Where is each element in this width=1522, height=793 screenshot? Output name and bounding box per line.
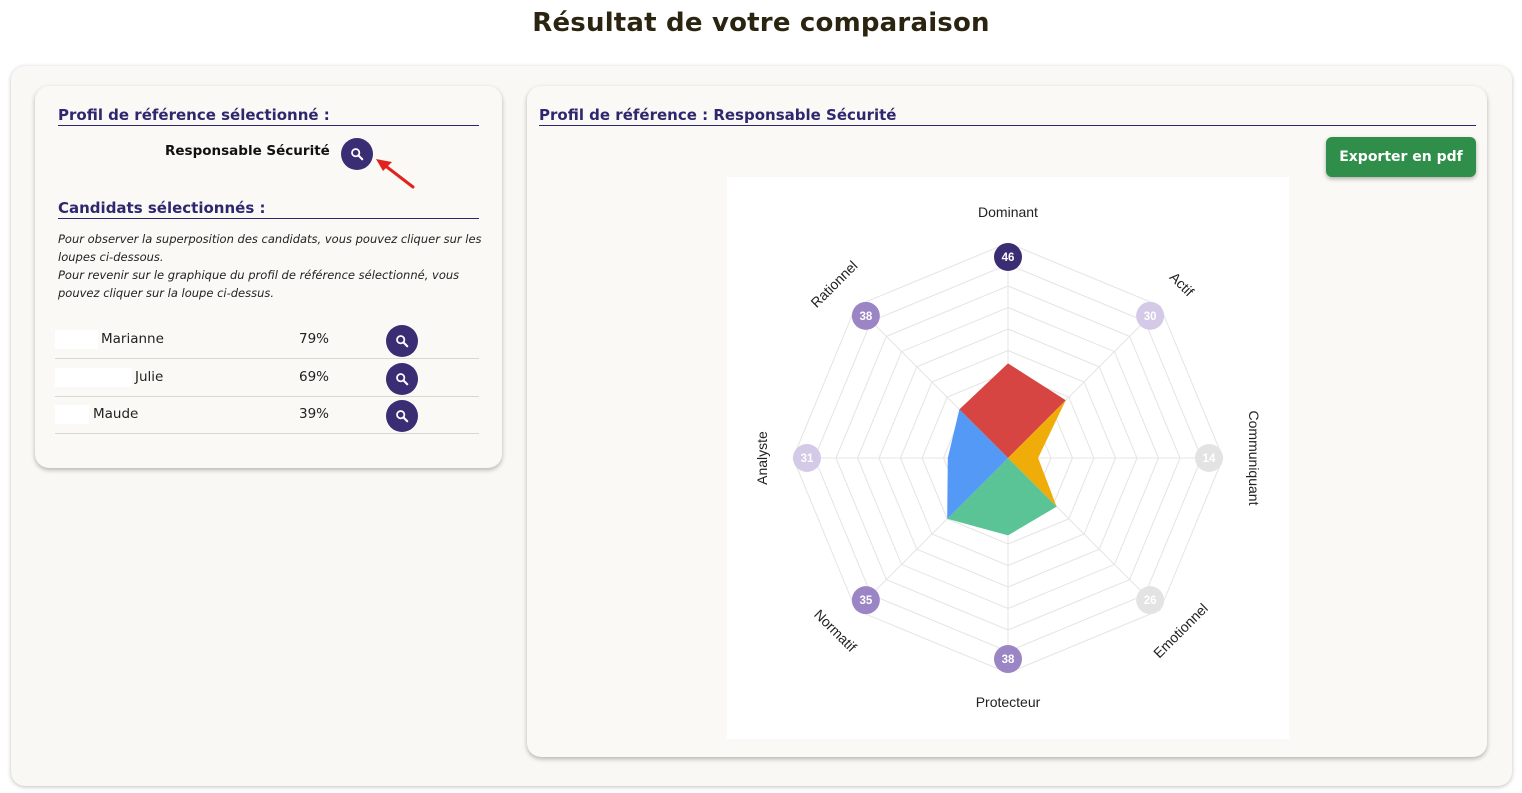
- instructions-line-2: Pour revenir sur le graphique du profil …: [58, 268, 460, 300]
- axis-value-marker: [1136, 301, 1165, 330]
- radar-chart: 46 30 14 26 38 35 31 38 Dominant Actif Communiquan…: [727, 177, 1289, 739]
- selection-panel: Profil de référence sélectionné : Respon…: [35, 86, 502, 468]
- axis-value-marker: [851, 586, 880, 615]
- page-title: Résultat de votre comparaison: [532, 8, 990, 38]
- axis-value-marker: [994, 242, 1022, 271]
- axis-value-marker: [1195, 444, 1224, 472]
- axis-value-marker: [994, 645, 1022, 674]
- profile-sector: [959, 363, 1066, 458]
- candidate-name: Maude: [93, 406, 139, 422]
- candidate-row: Maude 39%: [55, 397, 479, 434]
- redacted-surname: [55, 405, 89, 424]
- candidate-name: Marianne: [101, 331, 164, 347]
- axis-value-label: 31: [801, 453, 814, 465]
- redacted-surname: [55, 368, 132, 387]
- axis-value-marker: [851, 301, 880, 330]
- candidate-row: Julie 69%: [55, 360, 479, 397]
- reference-profile-name: Responsable Sécurité: [165, 143, 330, 159]
- axis-value-label: 30: [1144, 311, 1157, 323]
- chart-heading: Profil de référence : Responsable Sécuri…: [539, 106, 1476, 126]
- axis-value-label: 38: [1002, 654, 1015, 666]
- reference-profile-heading: Profil de référence sélectionné :: [58, 106, 479, 126]
- axis-value-label: 35: [859, 595, 872, 607]
- candidate-score: 79%: [299, 331, 330, 347]
- axis-label: Normatif: [811, 606, 860, 655]
- axis-value-marker: [792, 444, 821, 472]
- axis-label: Dominant: [978, 204, 1038, 220]
- magnifier-icon: [396, 373, 409, 386]
- candidate-score: 69%: [299, 369, 330, 385]
- grid-spoke: [1007, 305, 1161, 459]
- redacted-surname: [55, 330, 98, 349]
- axis-value-label: 38: [859, 311, 872, 323]
- axis-value-label: 26: [1144, 595, 1157, 607]
- axis-label: Protecteur: [976, 694, 1041, 710]
- chart-panel: Profil de référence : Responsable Sécuri…: [527, 86, 1487, 757]
- candidate-score: 39%: [299, 406, 330, 422]
- candidate-loupe-button[interactable]: [386, 325, 418, 357]
- axis-value-marker: [1136, 586, 1165, 615]
- axis-label: Communiquant: [1246, 411, 1262, 506]
- candidate-row: Marianne 79%: [55, 322, 479, 359]
- magnifier-icon: [396, 410, 409, 423]
- radar-chart-svg: 46 30 14 26 38 35 31 38 Dominant Actif Communiquan…: [754, 204, 1262, 710]
- axis-value-label: 46: [1002, 252, 1015, 264]
- candidates-heading: Candidats sélectionnés :: [58, 199, 479, 219]
- reference-loupe-button[interactable]: [341, 138, 373, 170]
- instructions-text: Pour observer la superposition des candi…: [58, 230, 483, 302]
- profile-sector: [947, 458, 1057, 536]
- profile-sector: [1008, 400, 1066, 507]
- axis-value-label: 14: [1203, 453, 1216, 465]
- export-pdf-button[interactable]: Exporter en pdf: [1326, 137, 1476, 177]
- instructions-line-1: Pour observer la superposition des candi…: [58, 232, 482, 264]
- candidate-name: Julie: [135, 369, 164, 385]
- candidate-loupe-button[interactable]: [386, 363, 418, 395]
- red-arrow-annotation: [376, 159, 415, 189]
- axis-label: Rationnel: [807, 257, 860, 310]
- magnifier-icon: [351, 148, 364, 161]
- axis-label: Analyste: [754, 431, 770, 485]
- profile-sector: [947, 409, 1008, 519]
- axis-label: Actif: [1167, 269, 1198, 300]
- magnifier-icon: [396, 335, 409, 348]
- candidate-loupe-button[interactable]: [386, 400, 418, 432]
